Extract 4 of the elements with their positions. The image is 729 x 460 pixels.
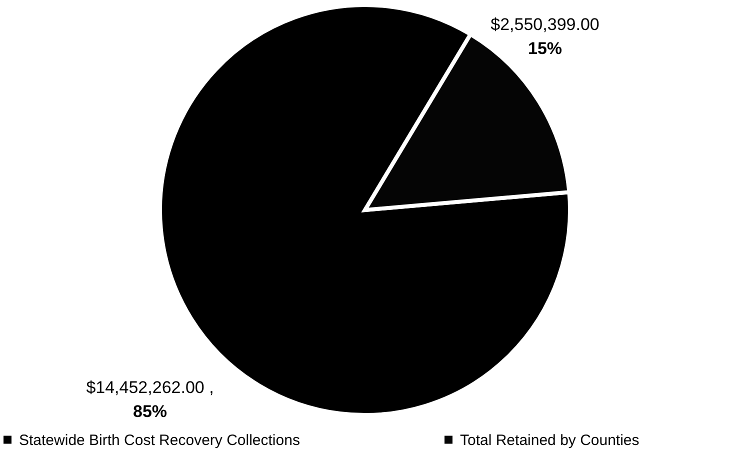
- legend-label: Total Retained by Counties: [460, 432, 640, 449]
- data-label: $2,550,399.00 15%: [490, 15, 600, 58]
- data-label: $14,452,262.00 , 85%: [86, 378, 214, 421]
- legend-label: Statewide Birth Cost Recovery Collections: [19, 432, 300, 449]
